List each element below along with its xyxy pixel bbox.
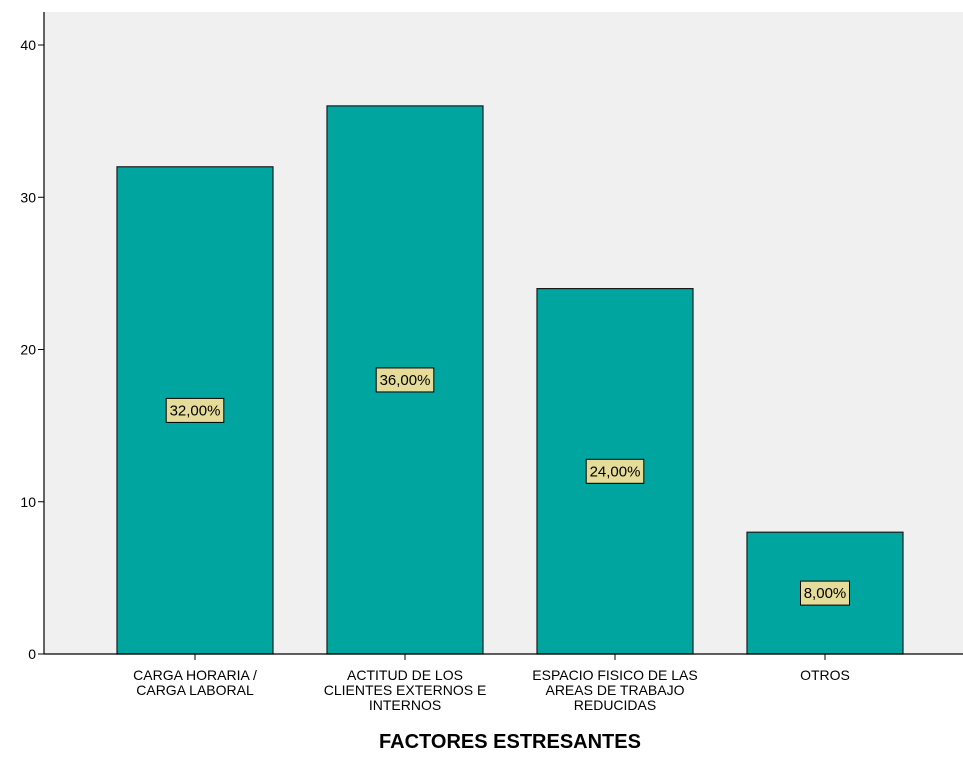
data-label-box-3 [585, 458, 645, 484]
axes-group: CARGA HORARIA /CARGA LABORAL ACTITUD DE L… [20, 12, 963, 713]
x-tick-label-1-line-2: CARGA LABORAL [136, 682, 254, 698]
data-label-box-4 [800, 580, 850, 606]
data-label-4: 8,00% [804, 585, 847, 602]
data-labels-group: 32,00% 36,00% 24,00% 8,00% [165, 367, 850, 606]
x-tick-label-2-line-1: ACTITUD DE LOS [347, 667, 463, 683]
x-tick-label-2-line-3: INTERNOS [369, 697, 441, 713]
y-tick-label-0: 0 [28, 646, 36, 662]
y-tick-label-10: 10 [20, 494, 36, 510]
y-tick-label-20: 20 [20, 342, 36, 358]
x-tick-label-3-line-3: REDUCIDAS [574, 697, 656, 713]
x-tick-label-3-line-2: AREAS DE TRABAJO [545, 682, 684, 698]
data-label-1: 32,00% [170, 402, 221, 419]
data-label-2: 36,00% [380, 372, 431, 389]
x-axis-title: FACTORES ESTRESANTES [379, 731, 641, 753]
x-tick-label-3-line-1: ESPACIO FISICO DE LAS [532, 667, 697, 683]
y-tick-label-40: 40 [20, 37, 36, 53]
x-tick-label-4-line-1: OTROS [800, 667, 850, 683]
y-tick-label-30: 30 [20, 189, 36, 205]
data-label-3: 24,00% [590, 463, 641, 480]
data-label-box-2 [375, 367, 435, 393]
data-label-box-1 [165, 397, 225, 423]
x-tick-label-1-line-1: CARGA HORARIA / [133, 667, 257, 683]
x-tick-label-2-line-2: CLIENTES EXTERNOS E [324, 682, 487, 698]
